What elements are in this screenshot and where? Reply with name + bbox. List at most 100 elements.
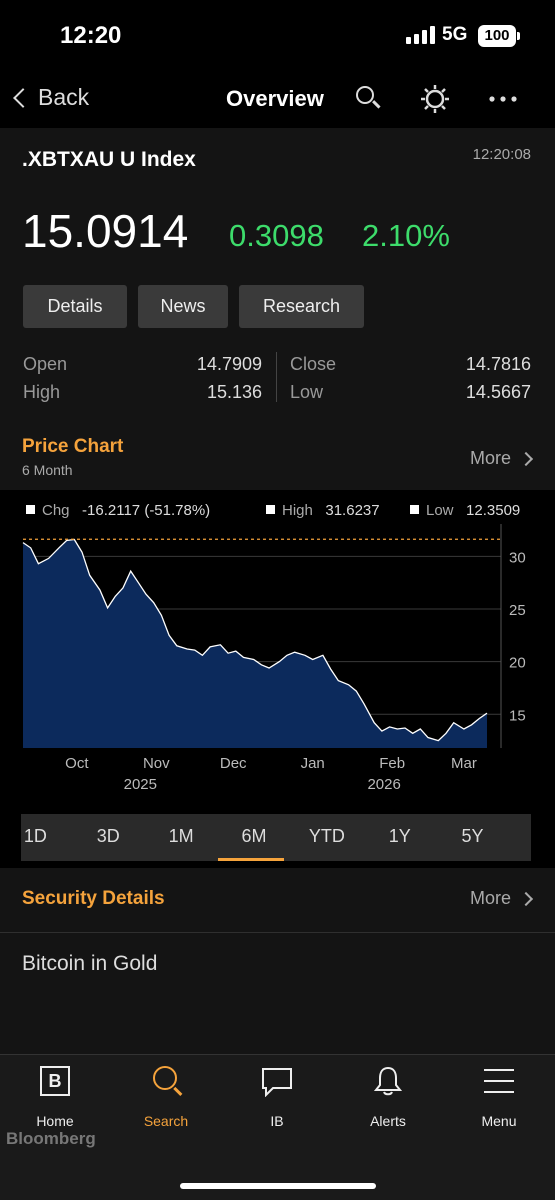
- tab-ib[interactable]: IB: [227, 1065, 327, 1129]
- y-tick-label: 15: [509, 707, 526, 724]
- x-sub-tick-label: 2025: [124, 776, 157, 793]
- gear-icon: [421, 85, 449, 113]
- tab-alerts[interactable]: Alerts: [338, 1065, 438, 1129]
- quote-panel: .XBTXAU U Index 12:20:08 15.0914 0.3098 …: [0, 128, 555, 428]
- more-icon: [489, 96, 517, 102]
- status-bar: 12:20 5G 100: [0, 0, 555, 72]
- price-chart-subtitle: 6 Month: [22, 462, 73, 478]
- stats-row-high-low: High 15.136 Low 14.5667: [0, 382, 555, 408]
- signal-icon: [406, 26, 436, 44]
- settings-button[interactable]: [418, 82, 452, 116]
- quote-time: 12:20:08: [472, 146, 531, 163]
- close-label: Close: [290, 354, 337, 374]
- home-indicator: [180, 1183, 376, 1189]
- tab-home-label: Home: [36, 1113, 74, 1129]
- legend-high: High 31.6237: [266, 502, 380, 519]
- chevron-left-icon: [13, 87, 33, 108]
- bell-icon: [373, 1066, 403, 1096]
- range-6m[interactable]: 6M: [217, 814, 291, 861]
- net-change: 0.3098: [229, 218, 324, 253]
- nav-bar: Back Overview: [0, 72, 555, 128]
- series-line: [22, 538, 488, 742]
- legend-low: Low 12.3509: [410, 502, 520, 519]
- legend-chg-label: Chg: [42, 502, 70, 519]
- tab-home[interactable]: B Home: [5, 1065, 105, 1129]
- details-button[interactable]: Details: [23, 285, 127, 328]
- x-tick-label: Mar: [451, 755, 477, 772]
- high-label: High: [23, 382, 61, 402]
- legend-high-label: High: [282, 502, 313, 519]
- search-icon-handle: [372, 100, 381, 109]
- low-value: 14.5667: [465, 382, 531, 402]
- low-label: Low: [290, 382, 324, 402]
- security-description: Bitcoin in Gold: [22, 952, 158, 975]
- chat-bubble-icon: [262, 1068, 292, 1097]
- x-sub-tick-label: 2026: [367, 776, 400, 793]
- high-value: 15.136: [206, 382, 262, 402]
- chevron-right-icon: [518, 891, 534, 906]
- security-details-section: Security Details More Bitcoin in Gold: [0, 868, 555, 1054]
- tab-menu[interactable]: Menu: [449, 1065, 549, 1129]
- range-1y[interactable]: 1Y: [388, 826, 411, 846]
- legend-low-value: 12.3509: [466, 502, 521, 519]
- security-details-more-link[interactable]: More: [469, 888, 534, 909]
- range-1d[interactable]: 1D: [23, 826, 47, 846]
- y-tick-label: 25: [509, 602, 526, 619]
- x-tick-label: Oct: [65, 755, 89, 772]
- open-value: 14.7909: [196, 354, 262, 374]
- battery-icon: 100: [478, 25, 520, 47]
- open-label: Open: [23, 354, 68, 374]
- tab-ib-label: IB: [270, 1113, 284, 1129]
- last-price: 15.0914: [22, 205, 189, 257]
- page-title: Overview: [226, 86, 324, 111]
- news-button[interactable]: News: [138, 285, 228, 328]
- x-tick-label: Jan: [301, 755, 325, 772]
- search-icon: [152, 1065, 183, 1097]
- back-button[interactable]: Back: [12, 84, 89, 111]
- hamburger-menu-icon: [484, 1069, 514, 1093]
- stats-row-open-close: Open 14.7909 Close 14.7816: [0, 354, 555, 380]
- series-area: [23, 539, 487, 748]
- more-button[interactable]: [486, 82, 520, 116]
- more-label: More: [469, 888, 511, 908]
- bloomberg-b-icon: B: [40, 1066, 70, 1096]
- tab-menu-label: Menu: [481, 1113, 517, 1129]
- price-chart-header: Price Chart 6 Month More: [0, 428, 555, 490]
- range-active-underline: [217, 858, 285, 861]
- price-chart-more-link[interactable]: More: [470, 448, 534, 469]
- tab-search-label: Search: [143, 1113, 189, 1129]
- range-selector: 1D 3D 1M 6M YTD 1Y 5Y: [21, 814, 531, 861]
- bottom-tab-bar: B Home Search IB Alerts Menu Bloomberg: [0, 1054, 555, 1200]
- security-details-title: Security Details: [22, 888, 165, 909]
- range-3d[interactable]: 3D: [96, 826, 120, 846]
- range-5y[interactable]: 5Y: [461, 826, 484, 846]
- network-type: 5G: [442, 24, 468, 45]
- legend-high-value: 31.6237: [325, 502, 380, 519]
- y-tick-label: 20: [509, 655, 526, 672]
- percent-change: 2.10%: [362, 218, 450, 253]
- search-icon: [356, 86, 374, 104]
- search-button[interactable]: [352, 82, 386, 116]
- legend-low-label: Low: [426, 502, 454, 519]
- divider: [0, 932, 555, 933]
- bloomberg-logo: Bloomberg: [6, 1129, 96, 1148]
- back-label: Back: [38, 84, 90, 110]
- x-tick-label: Feb: [379, 755, 405, 772]
- stats-divider: [276, 352, 277, 402]
- ticker-symbol: .XBTXAU U Index: [22, 148, 196, 171]
- price-chart[interactable]: Chg -16.2117 (-51.78%) High 31.6237 Low …: [0, 490, 555, 808]
- chevron-right-icon: [518, 451, 534, 466]
- legend-chg: Chg -16.2117 (-51.78%): [26, 502, 210, 519]
- range-ytd[interactable]: YTD: [308, 826, 345, 846]
- x-tick-label: Nov: [143, 755, 170, 772]
- price-chart-title: Price Chart: [22, 436, 124, 457]
- research-button[interactable]: Research: [239, 285, 364, 328]
- close-value: 14.7816: [465, 354, 531, 374]
- y-tick-label: 30: [509, 549, 526, 566]
- x-tick-label: Dec: [220, 755, 247, 772]
- status-time: 12:20: [60, 22, 122, 49]
- tab-search[interactable]: Search: [116, 1065, 216, 1129]
- range-1m[interactable]: 1M: [168, 826, 194, 846]
- legend-chg-value: -16.2117 (-51.78%): [82, 502, 211, 519]
